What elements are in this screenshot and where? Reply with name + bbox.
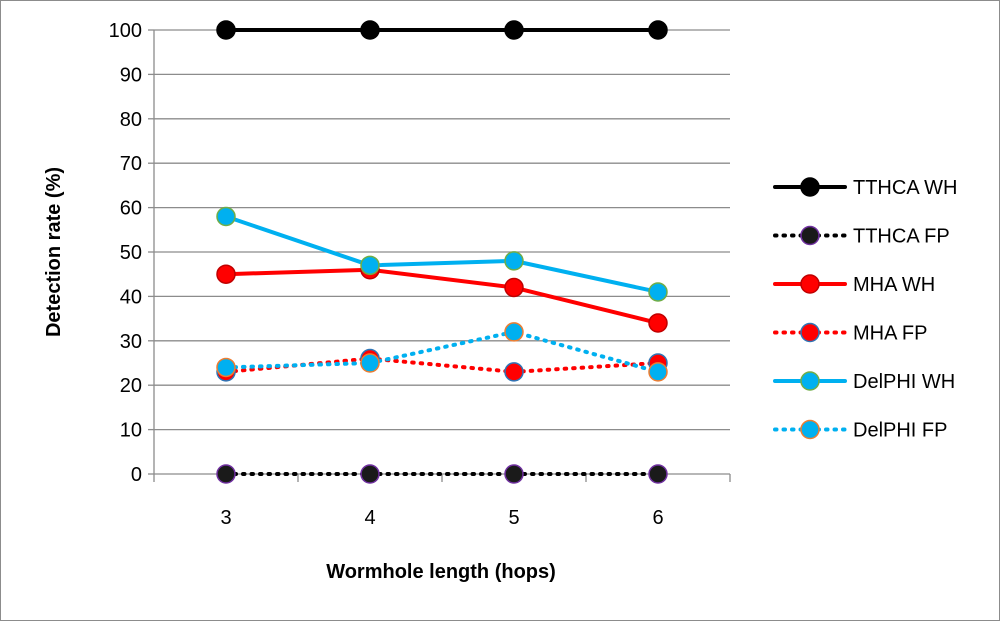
series-lines	[216, 20, 668, 484]
legend-label: MHA FP	[853, 323, 927, 345]
data-point	[504, 322, 524, 342]
axes: 0 10 20 30 40 50 60 70 80 90 100 3 4 5 6	[109, 20, 731, 529]
data-point	[216, 20, 236, 40]
x-tick-label: 6	[652, 507, 663, 529]
legend-item-mha-wh: MHA WH	[773, 274, 935, 296]
x-tick-label: 4	[364, 507, 375, 529]
data-point	[360, 464, 380, 484]
series-tthca-fp	[216, 464, 668, 484]
y-tick-label: 10	[120, 420, 142, 442]
legend-label: TTHCA FP	[853, 226, 950, 248]
y-tick-label: 100	[109, 20, 142, 42]
data-point	[504, 464, 524, 484]
x-tick-label: 3	[220, 507, 231, 529]
data-point	[648, 464, 668, 484]
data-point	[216, 357, 236, 378]
data-point	[648, 362, 668, 382]
legend-label: DelPHI FP	[853, 420, 947, 442]
y-tick-label: 20	[120, 375, 142, 397]
series-delphi-fp	[216, 322, 668, 382]
data-point	[360, 353, 380, 373]
series-line-mha-fp	[224, 356, 660, 374]
data-point	[360, 20, 380, 40]
legend-item-delphi-fp: DelPHI FP	[773, 419, 947, 442]
series-line-mha-wh	[224, 267, 660, 326]
series-line-delphi-fp	[224, 329, 660, 374]
legend-marker	[800, 322, 820, 343]
data-point	[216, 264, 236, 284]
legend-marker	[800, 225, 820, 246]
y-tick-label: 40	[120, 286, 142, 308]
data-point	[216, 206, 236, 227]
legend-marker	[800, 177, 820, 197]
x-axis-title: Wormhole length (hops)	[326, 561, 556, 583]
data-point	[648, 282, 668, 302]
series-delphi-wh	[216, 206, 668, 302]
data-point	[504, 277, 524, 298]
y-tick-label: 50	[120, 242, 142, 264]
y-tick-label: 0	[131, 464, 142, 486]
legend-item-delphi-wh: DelPHI WH	[773, 371, 955, 393]
legend-item-tthca-wh: TTHCA WH	[773, 177, 957, 199]
legend-item-mha-fp: MHA FP	[773, 322, 927, 345]
legend-marker	[800, 371, 820, 391]
data-point	[648, 313, 668, 333]
data-point	[504, 251, 524, 271]
data-point	[504, 362, 524, 382]
data-point	[504, 20, 524, 40]
y-tick-label: 60	[120, 198, 142, 220]
data-point	[648, 20, 668, 40]
legend-label: TTHCA WH	[853, 177, 957, 199]
data-point	[360, 255, 380, 276]
legend-label: MHA WH	[853, 274, 935, 296]
series-mha-wh	[216, 260, 668, 333]
legend-label: DelPHI WH	[853, 371, 955, 393]
y-tick-label: 80	[120, 109, 142, 131]
x-tick-label: 5	[508, 507, 519, 529]
y-tick-label: 70	[120, 153, 142, 175]
legend-marker	[800, 274, 820, 294]
legend: TTHCA WH TTHCA FP MHA WH MHA FP DelPHI WH Del…	[773, 177, 957, 442]
series-tthca-wh	[216, 20, 668, 40]
legend-marker	[800, 419, 820, 440]
y-tick-label: 30	[120, 331, 142, 353]
series-line-delphi-wh	[224, 214, 660, 294]
y-tick-label: 90	[120, 64, 142, 86]
y-axis-title: Detection rate (%)	[43, 167, 65, 337]
data-point	[216, 464, 236, 484]
legend-item-tthca-fp: TTHCA FP	[773, 225, 950, 248]
